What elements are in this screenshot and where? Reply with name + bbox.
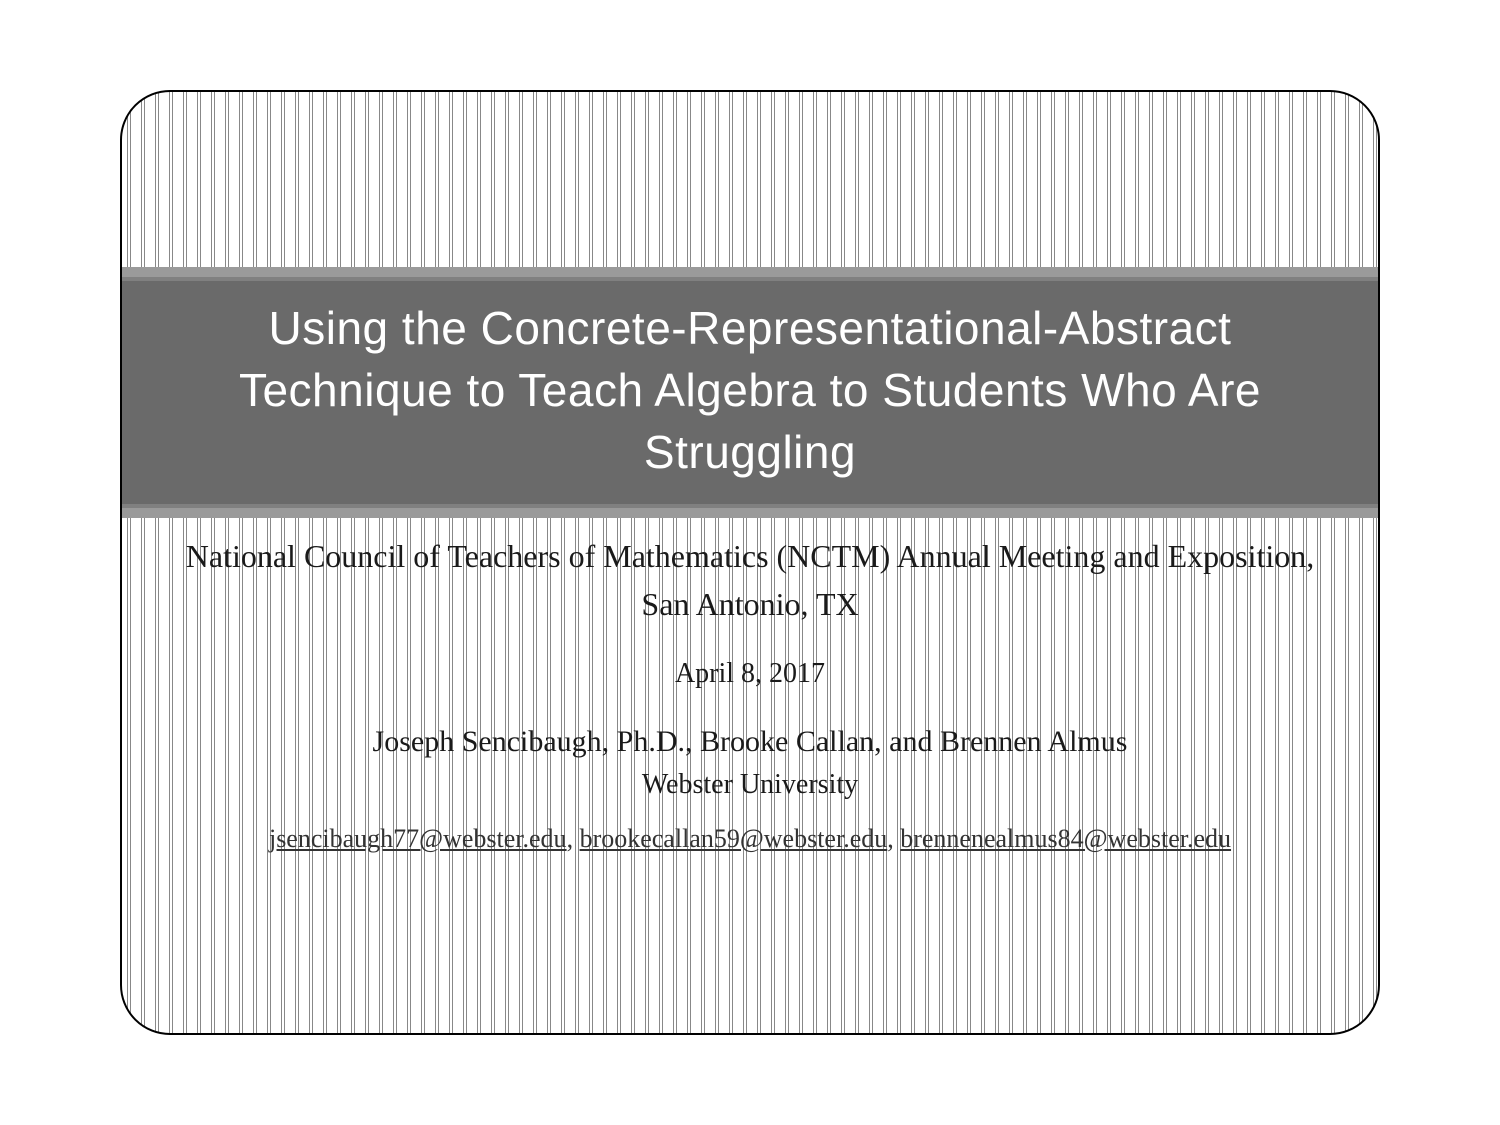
presentation-slide: Using the Concrete-Representational-Abst… <box>120 90 1380 1035</box>
presentation-date: April 8, 2017 <box>182 658 1318 690</box>
author-names: Joseph Sencibaugh, Ph.D., Brooke Callan,… <box>182 725 1318 759</box>
affiliation: Webster University <box>182 769 1318 801</box>
title-band: Using the Concrete-Representational-Abst… <box>122 267 1378 518</box>
author-emails: jsencibaugh77@webster.edu, brookecallan5… <box>182 819 1318 858</box>
slide-body: National Council of Teachers of Mathemat… <box>182 532 1318 858</box>
email-2[interactable]: brookecallan59@webster.edu <box>580 824 888 853</box>
email-3[interactable]: brennenealmus84@webster.edu <box>900 824 1231 853</box>
conference-name: National Council of Teachers of Mathemat… <box>182 532 1318 628</box>
slide-title: Using the Concrete-Representational-Abst… <box>172 297 1328 483</box>
email-1[interactable]: jsencibaugh77@webster.edu <box>269 824 567 853</box>
